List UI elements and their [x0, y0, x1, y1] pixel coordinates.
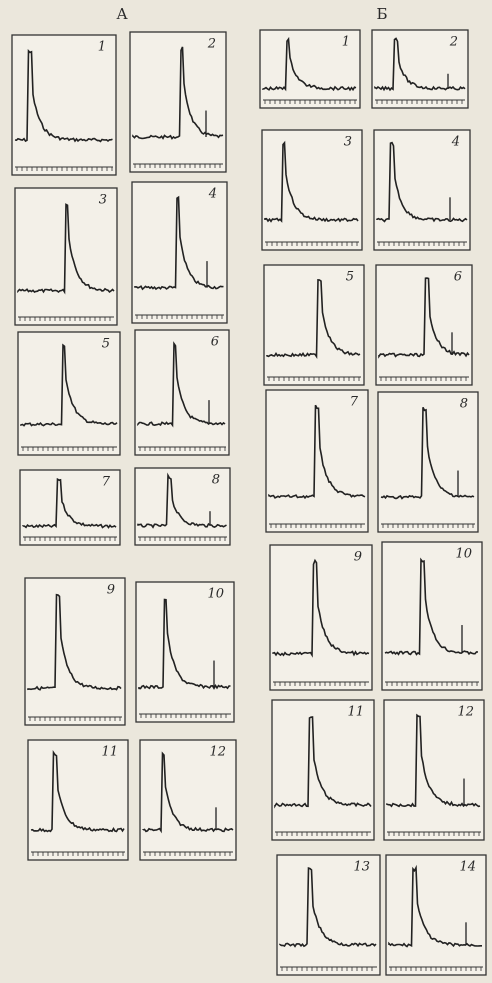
panel-number: 7 — [350, 395, 359, 410]
panel-number: 2 — [449, 35, 458, 50]
panel-number: 10 — [455, 547, 472, 562]
panel-number: 11 — [347, 705, 364, 720]
panel-number: 7 — [102, 475, 111, 490]
panel-number: 13 — [353, 860, 370, 875]
panel-frame — [130, 32, 226, 172]
panel-number: 5 — [346, 270, 354, 285]
panel-frame — [266, 390, 368, 532]
column-label: Б — [376, 5, 387, 23]
panel-frame — [384, 700, 484, 840]
panel-frame — [272, 700, 374, 840]
panel-number: 4 — [451, 135, 460, 150]
panel-number: 6 — [211, 335, 219, 350]
panel-number: 11 — [101, 745, 118, 760]
panel-number: 3 — [99, 193, 107, 208]
panel-number: 9 — [107, 583, 115, 598]
panel-number: 2 — [207, 37, 216, 52]
panel-frame — [136, 582, 234, 722]
panel-number: 3 — [344, 135, 352, 150]
panel-number: 1 — [342, 35, 350, 50]
panel-frame — [25, 578, 125, 725]
panel-number: 1 — [98, 40, 106, 55]
panel-number: 9 — [354, 550, 362, 565]
panel-number: 4 — [208, 187, 217, 202]
panel-number: 8 — [460, 397, 468, 412]
panel-frame — [382, 542, 482, 690]
panel-frame — [378, 392, 478, 532]
panel-number: 6 — [454, 270, 462, 285]
panel-number: 12 — [457, 705, 474, 720]
figure: А Б 1234567891011121234567891011121314 — [0, 0, 492, 983]
column-label: А — [116, 5, 128, 23]
panel-number: 5 — [102, 337, 110, 352]
panel-number: 14 — [459, 860, 476, 875]
panel-number: 12 — [209, 745, 226, 760]
panel-number: 10 — [207, 587, 224, 602]
panel-number: 8 — [212, 473, 220, 488]
